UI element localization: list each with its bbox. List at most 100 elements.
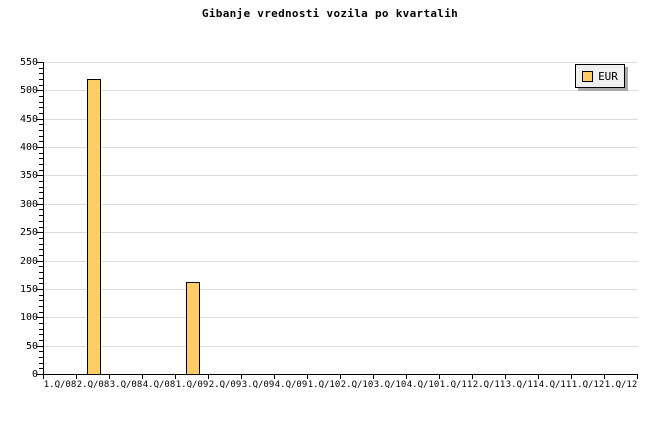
x-tick xyxy=(406,375,407,379)
y-tick-minor xyxy=(39,323,43,324)
y-tick-minor xyxy=(39,334,43,335)
x-tick-label: 2.Q/10 xyxy=(340,380,374,390)
gridline xyxy=(44,346,638,347)
x-tick-label: 1.Q/12 xyxy=(571,380,605,390)
y-tick-minor xyxy=(39,158,43,159)
plot-area xyxy=(43,62,638,375)
x-tick-label: 3.Q/08 xyxy=(109,380,143,390)
legend-swatch-icon xyxy=(582,70,594,82)
y-tick-minor xyxy=(39,249,43,250)
y-tick-minor xyxy=(39,238,43,239)
x-tick xyxy=(76,375,77,379)
x-tick-label: 3.Q/09 xyxy=(241,380,275,390)
x-tick-label: 1.Q/09 xyxy=(175,380,209,390)
x-tick xyxy=(505,375,506,379)
y-tick-label: 50 xyxy=(25,341,38,352)
x-tick xyxy=(637,375,638,379)
x-tick xyxy=(538,375,539,379)
y-tick-label: 400 xyxy=(19,142,38,153)
y-tick-minor xyxy=(39,329,43,330)
y-tick-major xyxy=(36,119,43,120)
y-tick-major xyxy=(36,289,43,290)
y-tick-minor xyxy=(39,102,43,103)
y-tick-major xyxy=(36,204,43,205)
y-tick-minor xyxy=(39,244,43,245)
y-tick-major xyxy=(36,374,43,375)
y-tick-minor xyxy=(39,96,43,97)
y-tick-label: 0 xyxy=(31,369,38,380)
legend-label: EUR xyxy=(598,69,618,83)
x-tick xyxy=(340,375,341,379)
bar-2.Q/08 xyxy=(87,79,101,374)
y-tick-minor xyxy=(39,153,43,154)
y-tick-minor xyxy=(39,85,43,86)
y-tick-minor xyxy=(39,351,43,352)
y-tick-label: 150 xyxy=(19,284,38,295)
y-tick-minor xyxy=(39,164,43,165)
x-tick-label: 4.Q/11 xyxy=(538,380,572,390)
y-tick-minor xyxy=(39,113,43,114)
chart-title: Gibanje vrednosti vozila po kvartalih xyxy=(201,7,459,20)
y-tick-major xyxy=(36,346,43,347)
gridline xyxy=(44,119,638,120)
x-tick-label: 1.Q/11 xyxy=(439,380,473,390)
y-tick-label: 200 xyxy=(19,256,38,267)
y-tick-minor xyxy=(39,368,43,369)
y-tick-minor xyxy=(39,278,43,279)
y-tick-minor xyxy=(39,170,43,171)
y-tick-minor xyxy=(39,187,43,188)
x-tick xyxy=(439,375,440,379)
x-tick-label: 2.Q/09 xyxy=(208,380,242,390)
bar-1.Q/09 xyxy=(186,282,200,374)
y-tick-label: 300 xyxy=(19,199,38,210)
y-tick-minor xyxy=(39,130,43,131)
y-tick-label: 450 xyxy=(19,114,38,125)
x-tick xyxy=(109,375,110,379)
y-tick-minor xyxy=(39,79,43,80)
x-tick-label: 4.Q/09 xyxy=(274,380,308,390)
x-tick xyxy=(142,375,143,379)
y-tick-minor xyxy=(39,73,43,74)
y-tick-label: 550 xyxy=(19,57,38,68)
y-tick-label: 350 xyxy=(19,170,38,181)
y-tick-label: 250 xyxy=(19,227,38,238)
x-tick xyxy=(307,375,308,379)
y-tick-label: 100 xyxy=(19,312,38,323)
y-tick-minor xyxy=(39,215,43,216)
y-tick-minor xyxy=(39,192,43,193)
y-tick-major xyxy=(36,175,43,176)
gridline xyxy=(44,204,638,205)
x-tick-label: 1.Q/10 xyxy=(307,380,341,390)
x-tick xyxy=(175,375,176,379)
x-tick-label: 3.Q/10 xyxy=(373,380,407,390)
y-tick-minor xyxy=(39,295,43,296)
y-tick-label: 500 xyxy=(19,85,38,96)
y-tick-minor xyxy=(39,266,43,267)
x-tick xyxy=(241,375,242,379)
x-tick-label: 4.Q/10 xyxy=(406,380,440,390)
y-tick-minor xyxy=(39,68,43,69)
y-tick-major xyxy=(36,232,43,233)
gridline xyxy=(44,317,638,318)
y-tick-major xyxy=(36,90,43,91)
y-tick-minor xyxy=(39,363,43,364)
y-tick-minor xyxy=(39,227,43,228)
y-tick-major xyxy=(36,147,43,148)
x-tick-label: 1.Q/08 xyxy=(43,380,77,390)
y-tick-major xyxy=(36,261,43,262)
x-tick-label: 3.Q/11 xyxy=(505,380,539,390)
x-tick-label: 1.Q/12 xyxy=(604,380,638,390)
gridline xyxy=(44,261,638,262)
y-tick-minor xyxy=(39,198,43,199)
x-tick xyxy=(472,375,473,379)
gridline xyxy=(44,62,638,63)
legend: EUR xyxy=(575,64,625,88)
y-tick-minor xyxy=(39,312,43,313)
gridline xyxy=(44,90,638,91)
y-tick-minor xyxy=(39,141,43,142)
x-tick xyxy=(604,375,605,379)
gridline xyxy=(44,147,638,148)
gridline xyxy=(44,232,638,233)
y-tick-major xyxy=(36,317,43,318)
y-tick-minor xyxy=(39,357,43,358)
